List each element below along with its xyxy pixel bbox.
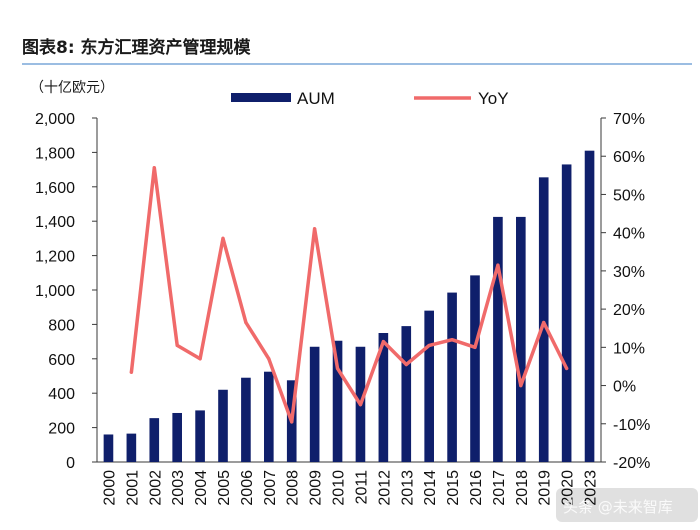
bar-aum-2000 [103,434,114,462]
bar-aum-2014 [424,310,434,462]
bar-aum-2010 [332,340,343,462]
x-tick-label: 2004 [193,470,210,506]
bar-aum-2023 [584,150,595,462]
x-tick-label: 2013 [399,470,416,506]
bar-aum-2001 [126,433,137,462]
left-tick-label: 600 [48,352,75,369]
left-tick-label: 1,200 [35,249,75,266]
x-tick-label: 2017 [491,470,508,506]
x-tick-label: 2019 [537,470,554,506]
yoy-point-2005 [221,236,225,240]
x-tick-label: 2014 [422,470,439,506]
bar-aum-2007 [264,371,274,462]
x-tick-label: 2016 [468,470,485,506]
left-tick-label: 1,600 [35,180,75,197]
right-tick-label: 20% [613,302,645,319]
left-tick-label: 200 [48,421,75,438]
bar-aum-2018 [516,216,526,462]
yoy-point-2008 [290,420,294,424]
bar-aum-2017 [493,216,503,462]
legend: AUM YoY [231,89,509,108]
right-tick-label: 0% [613,379,636,396]
yoy-point-2012 [381,340,385,344]
bar-aum-2015 [447,292,457,462]
bar-aum-2020 [561,164,572,462]
x-tick-label: 2001 [124,470,141,506]
yoy-point-2019 [542,320,546,325]
bar-aum-2019 [538,177,549,462]
x-tick-label: 2018 [514,470,531,506]
x-tick-label: 2011 [353,470,370,505]
yoy-point-2017 [496,263,500,267]
line-series-yoy [129,165,569,424]
yoy-point-2013 [404,362,408,367]
left-tick-label: 0 [66,455,75,472]
x-tick-label: 2023 [583,470,600,506]
left-tick-label: 400 [48,386,75,403]
yoy-point-2007 [267,357,271,361]
bar-aum-2002 [149,418,160,462]
watermark-text: 头条 @未来智库 [563,498,673,516]
left-tick-label: 1,800 [35,145,75,162]
right-tick-label: 60% [613,149,645,166]
x-tick-label: 2002 [147,470,164,506]
bar-aum-2013 [401,326,412,462]
yoy-point-2018 [519,383,523,388]
yoy-point-2016 [473,345,477,349]
x-tick-label: 2009 [308,470,325,506]
legend-label-yoy: YoY [478,89,509,108]
right-tick-label: -20% [613,455,650,472]
x-tick-label: 2003 [170,470,187,506]
yoy-line [129,165,569,424]
right-tick-label: 10% [613,340,645,357]
x-tick-label: 2005 [216,470,233,506]
page-title: 图表8: 东方汇理资产管理规模 [22,37,252,58]
yoy-point-2004 [198,357,202,361]
left-tick-label: 1,400 [35,214,75,231]
unit-label: （十亿欧元） [30,80,114,96]
yoy-point-2011 [358,403,363,407]
left-tick-label: 1,000 [35,283,75,300]
bar-aum-2016 [470,275,480,462]
yoy-point-2006 [244,320,248,325]
left-tick-label: 800 [48,317,75,334]
x-tick-label: 2015 [445,470,462,506]
right-tick-label: 50% [613,187,645,204]
bar-aum-2005 [218,389,228,462]
yoy-point-2014 [427,343,431,348]
yoy-point-2009 [313,227,317,231]
yoy-point-2001 [129,370,133,374]
yoy-point-2002 [152,166,156,170]
yoy-point-2020 [565,366,569,370]
watermark-backdrop [556,488,698,522]
x-tick-label: 2008 [285,470,302,506]
right-tick-label: 70% [613,111,645,128]
bar-aum-2012 [378,333,389,462]
x-tick-label: 2006 [239,470,256,506]
yoy-point-2015 [450,338,454,342]
x-tick-label: 2000 [101,470,118,506]
x-tick-label: 2007 [262,470,279,506]
right-axis-ticks: -20% -10% 0% 10% 20% 30% 40% 50% 60% 70% [601,111,650,472]
x-tick-label: 2010 [331,470,348,506]
legend-swatch-aum [231,93,291,102]
yoy-point-2003 [175,343,179,348]
bar-aum-2009 [309,346,320,462]
watermark: 头条 @未来智库 [556,488,698,522]
bar-aum-2003 [172,412,182,462]
legend-label-aum: AUM [297,89,335,108]
bar-aum-2006 [241,377,251,462]
bar-aum-2004 [195,410,205,462]
bar-series-aum [103,150,595,462]
x-axis-ticks: 2000 2001 2002 2003 2004 2005 2006 2007 2008 2009… [101,470,599,506]
right-tick-label: 30% [613,264,645,281]
x-tick-label: 2012 [376,470,393,506]
yoy-point-2010 [335,366,340,370]
right-tick-label: -10% [613,417,650,434]
right-tick-label: 40% [613,226,645,243]
left-tick-label: 2,000 [35,111,75,128]
left-axis-ticks: 0 200 400 600 800 1,000 1,200 1,400 1,600 1,800 2,… [35,111,97,472]
x-tick-label: 2020 [560,470,577,506]
